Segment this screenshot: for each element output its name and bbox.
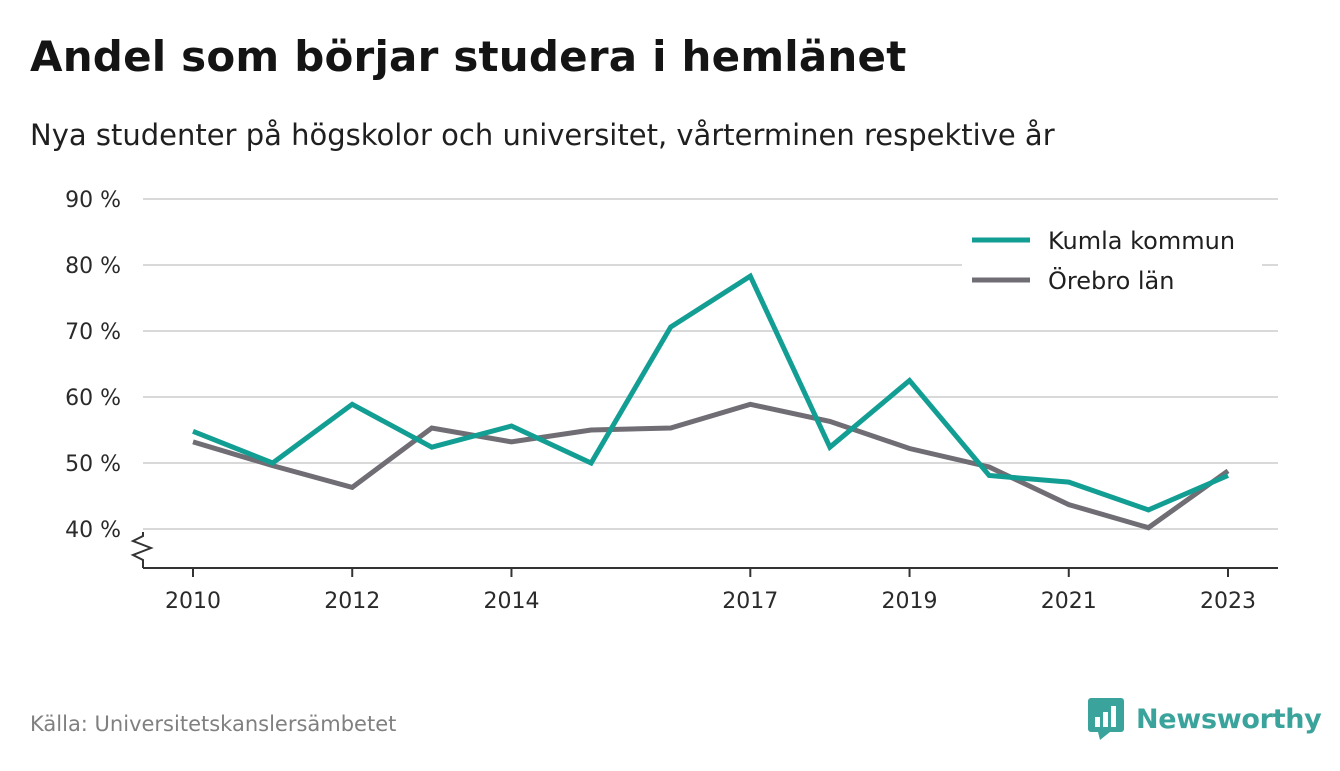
y-axis-break-icon — [130, 532, 154, 568]
source-note: Källa: Universitetskanslersämbetet — [30, 712, 397, 736]
x-tick-label: 2023 — [1200, 589, 1256, 614]
y-tick-label: 90 % — [65, 188, 121, 213]
x-tick-label: 2014 — [483, 589, 539, 614]
gridlines — [143, 198, 1278, 530]
y-tick-label: 70 % — [65, 320, 121, 345]
legend: Kumla kommun Örebro län — [962, 218, 1262, 308]
x-tick-label: 2019 — [882, 589, 938, 614]
brand-name: Newsworthy — [1136, 703, 1322, 735]
legend-label: Kumla kommun — [1048, 227, 1235, 255]
y-tick-label: 60 % — [65, 386, 121, 411]
legend-background — [962, 218, 1262, 308]
y-tick-label: 80 % — [65, 254, 121, 279]
x-tick-label: 2012 — [324, 589, 380, 614]
series-line-kumla-kommun — [192, 272, 1229, 513]
y-tick-label: 40 % — [65, 518, 121, 543]
axes: 40 % 50 % 60 % 70 % 80 % 90 % 2010 2012 2014 2017… — [65, 188, 1278, 614]
series-line-orebro-lan — [192, 401, 1230, 531]
x-tick-label: 2010 — [165, 589, 221, 614]
series-lines — [192, 272, 1230, 531]
legend-label: Örebro län — [1048, 266, 1174, 295]
chart-title: Andel som börjar studera i hemlänet — [30, 32, 907, 81]
chart-subtitle: Nya studenter på högskolor och universit… — [30, 118, 1055, 152]
brand-logo: Newsworthy — [1088, 698, 1322, 740]
x-tick-label: 2021 — [1041, 589, 1097, 614]
bar-chart-speech-bubble-icon — [1088, 698, 1124, 740]
y-tick-label: 50 % — [65, 452, 121, 477]
x-tick-label: 2017 — [722, 589, 778, 614]
